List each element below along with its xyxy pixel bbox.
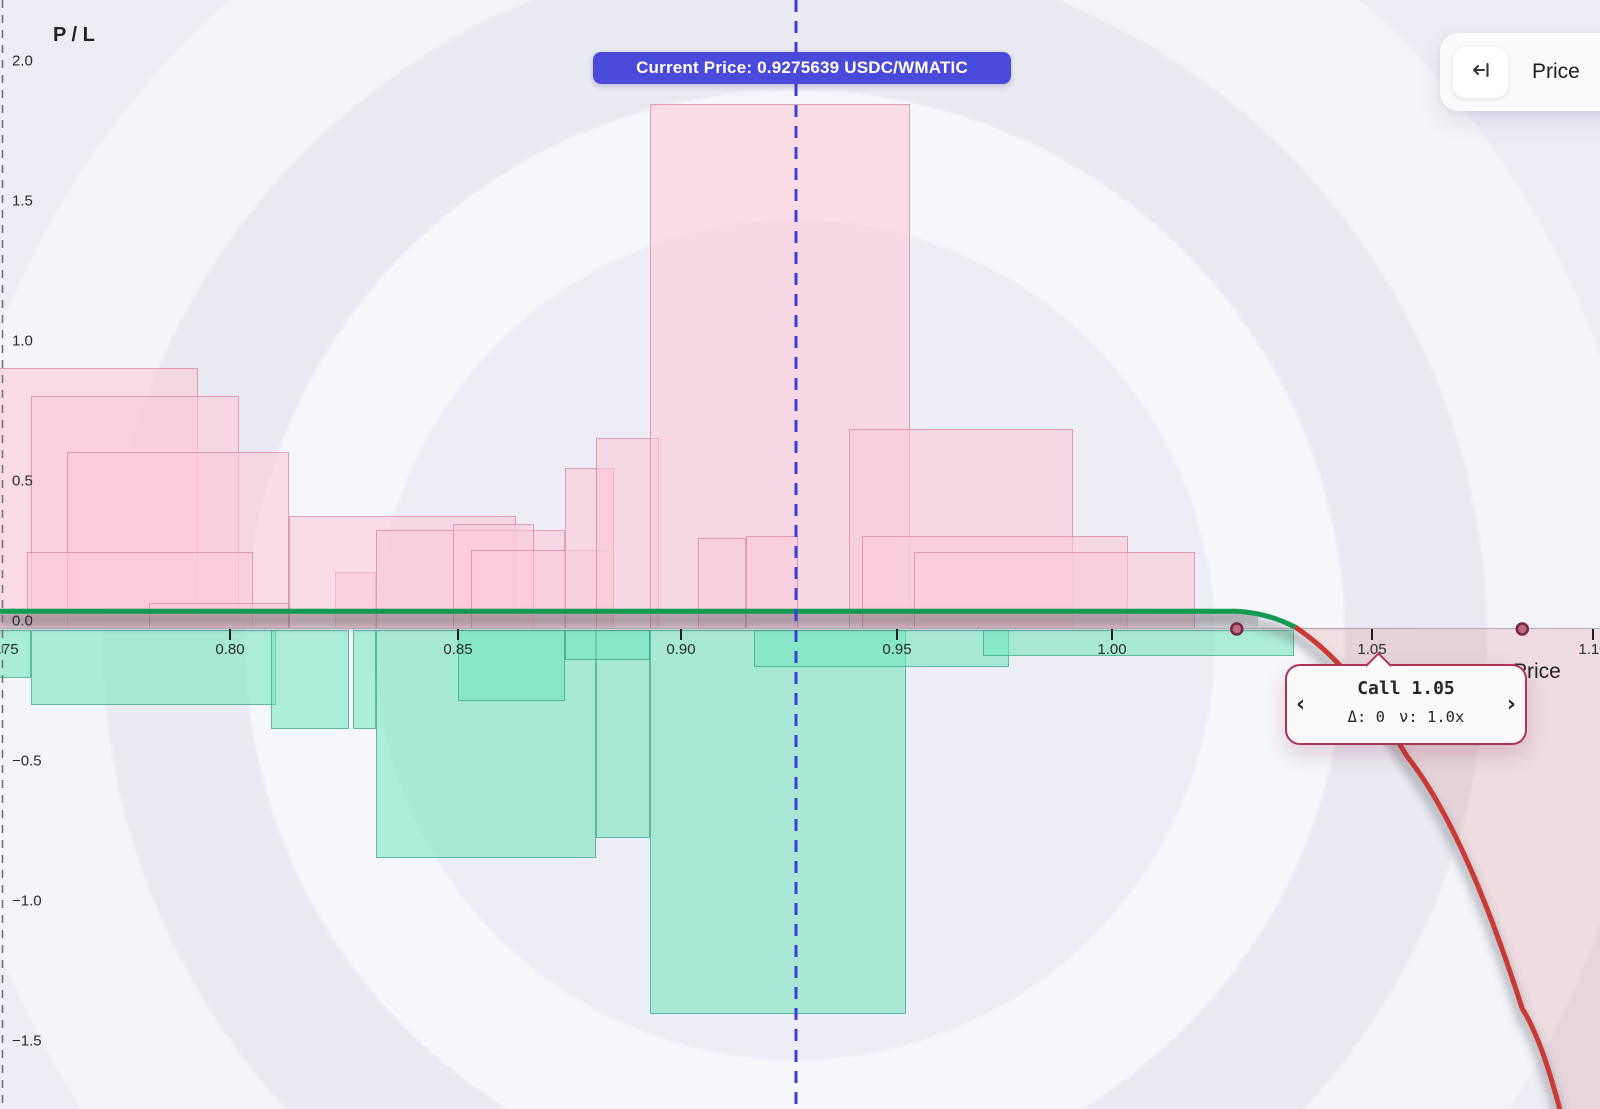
x-tick-label: 0.95: [882, 641, 912, 658]
range-marker-dot-left[interactable]: [1230, 622, 1244, 636]
loss-area-fill: [1296, 628, 1600, 1109]
short-liquidity-bar: [596, 437, 659, 629]
y-tick-label: −0.5: [12, 752, 42, 770]
x-tick-mark: [457, 629, 459, 640]
long-liquidity-bar: [353, 630, 376, 729]
tooltip-vega: ν: 1.0x: [1399, 708, 1465, 726]
long-liquidity-bar: [271, 630, 349, 729]
tooltip-strike-title: Call 1.05: [1357, 678, 1455, 699]
long-liquidity-bar: [596, 630, 650, 838]
long-liquidity-bar: [458, 630, 566, 701]
x-tick-label: 1.00: [1097, 641, 1127, 658]
current-price-badge: Current Price: 0.9275639 USDC/WMATIC: [593, 52, 1011, 84]
y-tick-label: 0.0: [12, 612, 33, 630]
long-liquidity-bar: [565, 630, 650, 661]
y-axis-title: P / L: [53, 24, 95, 46]
x-tick-label: 1.10: [1578, 641, 1600, 658]
x-tick-mark: [680, 629, 682, 640]
previous-strike-button[interactable]: ‹: [1296, 691, 1306, 717]
long-liquidity-bar: [649, 630, 906, 1015]
range-marker-dot-right[interactable]: [1515, 622, 1530, 636]
y-tick-label: 0.5: [12, 472, 33, 490]
current-price-text: Current Price: 0.9275639 USDC/WMATIC: [636, 58, 968, 77]
x-tick-mark: [229, 629, 231, 640]
y-tick-label: −1.0: [12, 892, 42, 910]
tooltip-delta: Δ: 0: [1347, 708, 1385, 726]
x-tick-label: 0.75: [0, 641, 19, 658]
next-strike-button[interactable]: ›: [1506, 691, 1516, 717]
long-liquidity-bar: [0, 630, 32, 679]
collapse-panel-button[interactable]: [1453, 47, 1508, 98]
x-tick-mark: [1371, 629, 1373, 640]
price-toggle-label[interactable]: Price: [1532, 60, 1580, 83]
x-tick-label: 0.90: [666, 641, 696, 658]
pl-curve-profit: [0, 608, 1300, 631]
strike-tooltip: Call 1.05 Δ: 0 ν: 1.0x ‹ ›: [1285, 652, 1527, 745]
y-tick-label: 1.0: [12, 332, 33, 350]
y-tick-label: −1.5: [12, 1032, 42, 1050]
y-tick-label: 2.0: [12, 52, 33, 70]
x-tick-mark: [1111, 629, 1113, 640]
long-liquidity-bar: [31, 630, 276, 705]
x-tick-label: 0.85: [443, 641, 473, 658]
x-tick-mark: [896, 629, 898, 640]
price-axis-toggle-card[interactable]: Price: [1440, 33, 1600, 111]
x-tick-label: 0.80: [215, 641, 245, 658]
collapse-left-icon: [1469, 58, 1493, 87]
curve-shadow: [0, 615, 1564, 1109]
y-tick-label: 1.5: [12, 192, 33, 210]
tooltip-greeks: Δ: 0 ν: 1.0x: [1287, 708, 1525, 726]
x-tick-mark: [1592, 629, 1594, 640]
